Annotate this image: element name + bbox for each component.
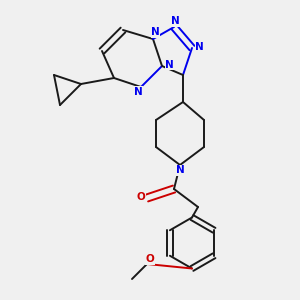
Text: N: N — [165, 59, 174, 70]
Text: N: N — [195, 41, 204, 52]
Text: O: O — [146, 254, 154, 265]
Text: N: N — [171, 16, 180, 26]
Text: N: N — [151, 27, 160, 38]
Text: N: N — [176, 165, 184, 176]
Text: O: O — [136, 192, 146, 203]
Text: N: N — [134, 86, 142, 97]
